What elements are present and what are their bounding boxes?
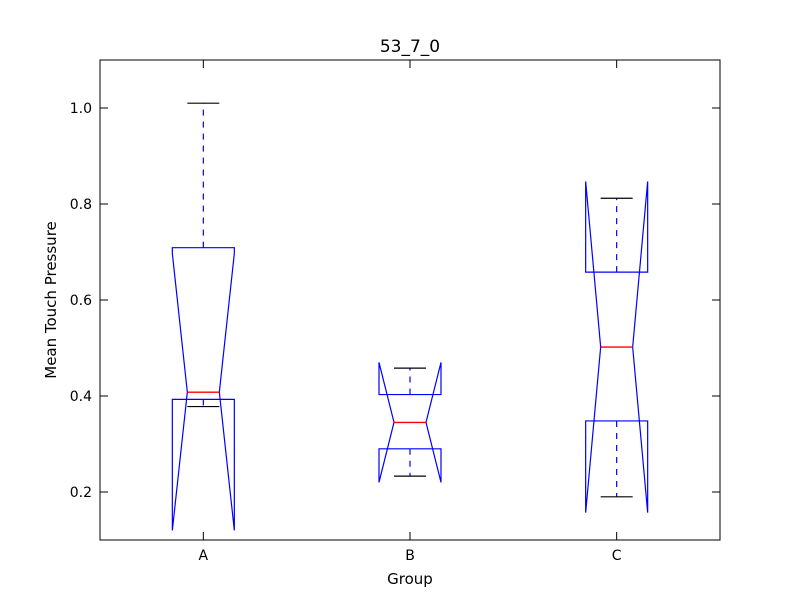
- x-tick-label: C: [612, 548, 622, 564]
- box-C: [585, 181, 649, 513]
- y-tick-label: 0.8: [70, 197, 92, 213]
- x-tick-label: A: [199, 548, 209, 564]
- plot-frame: [99, 59, 721, 541]
- axis-ticks: 0.2 0.4 0.6 0.8 1.0 A B C: [70, 60, 720, 564]
- box-B: [378, 362, 442, 483]
- x-tick-label: B: [405, 548, 415, 564]
- notched-box: [378, 362, 442, 483]
- y-tick-label: 1.0: [70, 101, 92, 117]
- y-axis-label: Mean Touch Pressure: [42, 221, 60, 379]
- y-tick-label: 0.4: [70, 389, 92, 405]
- x-axis-label: Group: [387, 570, 433, 588]
- notched-box: [171, 247, 235, 531]
- chart-title: 53_7_0: [380, 37, 440, 57]
- y-tick-label: 0.6: [70, 293, 92, 309]
- box-A: [171, 102, 235, 531]
- plot-area: [171, 102, 649, 531]
- y-tick-label: 0.2: [70, 485, 92, 501]
- notched-box: [585, 181, 649, 513]
